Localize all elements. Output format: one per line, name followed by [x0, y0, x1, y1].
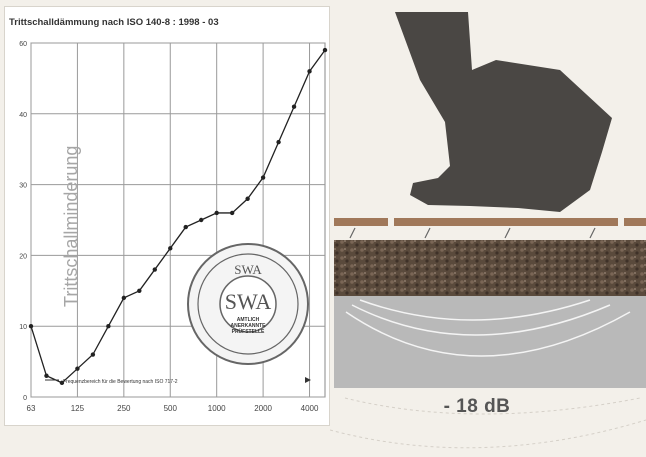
- tick-layer: 63 125 250 500 1000 2000 4000 60 40 30 20 10 0: [19, 41, 319, 413]
- chart-panel: Trittschalldämmung nach ISO 140-8 : 1998…: [4, 6, 330, 426]
- y-tick-label: 0: [23, 395, 27, 402]
- floor-gap: [618, 218, 624, 226]
- seal-top-text: SWA: [234, 262, 262, 277]
- boot-icon: [395, 12, 612, 212]
- data-point: [90, 352, 96, 357]
- y-axis-label: Trittschallminderung: [61, 146, 81, 307]
- floor-clips: [349, 227, 596, 239]
- result-label: - 18 dB: [443, 396, 511, 417]
- y-tick-label: 40: [19, 112, 27, 119]
- seal: SWA SWA AMTLICH ANERKANNTE PRÜFSTELLE: [187, 243, 309, 365]
- chart-svg: Trittschalldämmung nach ISO 140-8 : 1998…: [9, 17, 328, 413]
- data-point: [307, 69, 312, 74]
- floor-illustration: [330, 12, 646, 449]
- data-point: [183, 224, 188, 230]
- x-tick-label: 4000: [301, 404, 319, 413]
- x-tick-label: 125: [71, 404, 85, 413]
- y-tick-label: 30: [19, 183, 27, 190]
- data-point: [137, 288, 142, 293]
- data-point: [291, 104, 297, 109]
- chart-title: Trittschalldämmung nach ISO 140-8 : 1998…: [9, 17, 219, 28]
- seal-logo: SWA: [225, 289, 272, 314]
- data-point: [322, 47, 328, 53]
- data-point: [276, 139, 281, 145]
- data-point: [28, 324, 34, 329]
- granulate-layer: [334, 240, 646, 296]
- x-tick-label: 500: [164, 404, 178, 413]
- y-tick-label: 10: [19, 324, 27, 331]
- frequency-note: Frequenzbereich für die Bewertung nach I…: [45, 377, 311, 385]
- data-point: [152, 267, 157, 272]
- data-point: [168, 246, 173, 251]
- data-point: [245, 196, 250, 201]
- data-point: [214, 210, 219, 216]
- seal-line2: ANERKANNTE: [231, 323, 267, 329]
- x-tick-label: 63: [27, 404, 36, 413]
- seal-line3: PRÜFSTELLE: [232, 328, 265, 335]
- floor-board: [334, 218, 646, 226]
- series-line: [30, 49, 326, 384]
- grid-layer: [30, 42, 326, 398]
- y-tick-label: 60: [19, 41, 27, 48]
- data-point: [44, 373, 49, 378]
- data-point: [229, 210, 235, 216]
- x-tick-label: 250: [117, 404, 131, 413]
- data-point: [106, 324, 111, 329]
- y-tick-label: 20: [19, 253, 27, 260]
- data-point: [59, 380, 65, 386]
- dashed-arc: [330, 397, 646, 449]
- data-point: [121, 295, 127, 301]
- x-tick-label: 2000: [254, 404, 272, 413]
- series-layer: [28, 47, 328, 386]
- x-tick-label: 1000: [208, 404, 226, 413]
- seal-line1: AMTLICH: [237, 317, 260, 323]
- floor-gap: [388, 218, 394, 226]
- data-point: [260, 175, 266, 180]
- frequency-note-text: Frequenzbereich für die Bewertung nach I…: [63, 379, 178, 385]
- data-point: [199, 217, 204, 223]
- sound-waves: [345, 299, 631, 357]
- data-point: [75, 366, 80, 371]
